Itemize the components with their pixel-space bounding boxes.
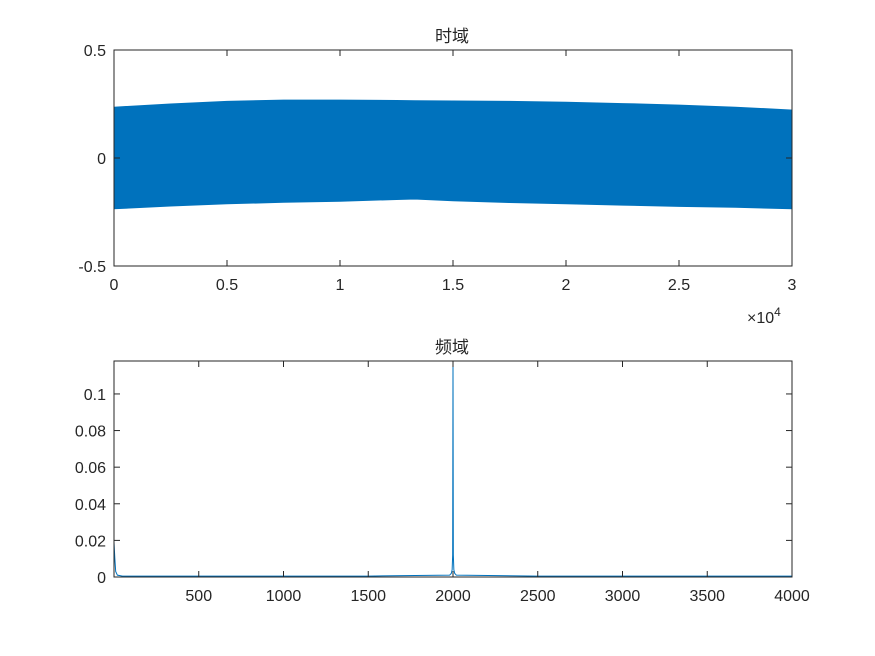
frequency-domain-y-tick-label: 0.04 xyxy=(75,497,106,514)
time-domain-y-tick-label: -0.5 xyxy=(78,259,106,276)
time-domain-x-tick-label: 1 xyxy=(336,277,345,294)
frequency-domain-axes: 频域 500 1000 1500 2000 2500 3000 3500 4000 0 0.02 0… xyxy=(75,338,810,605)
time-domain-signal-band xyxy=(113,99,793,210)
frequency-domain-x-tick-label: 4000 xyxy=(774,588,810,605)
time-domain-axes: 时域 0 0.5 1 1.5 2 2.5 3-0.500.5 ×104 xyxy=(78,27,796,327)
time-domain-x-tick-label: 0 xyxy=(110,277,119,294)
time-domain-x-exponent-label: ×104 xyxy=(747,305,781,327)
time-domain-y-tick-label: 0 xyxy=(97,151,106,168)
frequency-domain-x-tick-label: 500 xyxy=(185,588,212,605)
frequency-spectrum-line xyxy=(113,360,792,577)
frequency-domain-y-tick-label: 0.02 xyxy=(75,533,106,550)
time-domain-y-tick-label: 0.5 xyxy=(84,43,106,60)
frequency-domain-title: 频域 xyxy=(435,338,469,357)
frequency-domain-x-tick-label: 2500 xyxy=(520,588,556,605)
frequency-domain-x-tick-label: 1000 xyxy=(266,588,302,605)
frequency-domain-x-tick-label: 3500 xyxy=(689,588,725,605)
time-domain-title: 时域 xyxy=(435,27,469,46)
frequency-domain-y-tick-label: 0.06 xyxy=(75,460,106,477)
time-domain-x-tick-label: 1.5 xyxy=(442,277,464,294)
time-domain-x-tick-label: 0.5 xyxy=(216,277,238,294)
frequency-domain-y-tick-label: 0 xyxy=(97,570,106,587)
frequency-domain-x-tick-label: 2000 xyxy=(435,588,471,605)
frequency-domain-y-tick-label: 0.08 xyxy=(75,424,106,441)
frequency-domain-x-tick-label: 3000 xyxy=(605,588,641,605)
frequency-domain-y-tick-label: 0.1 xyxy=(84,387,106,404)
time-domain-x-tick-label: 3 xyxy=(788,277,797,294)
time-domain-x-tick-label: 2 xyxy=(562,277,571,294)
frequency-domain-x-tick-label: 1500 xyxy=(350,588,386,605)
time-domain-x-tick-label: 2.5 xyxy=(668,277,690,294)
